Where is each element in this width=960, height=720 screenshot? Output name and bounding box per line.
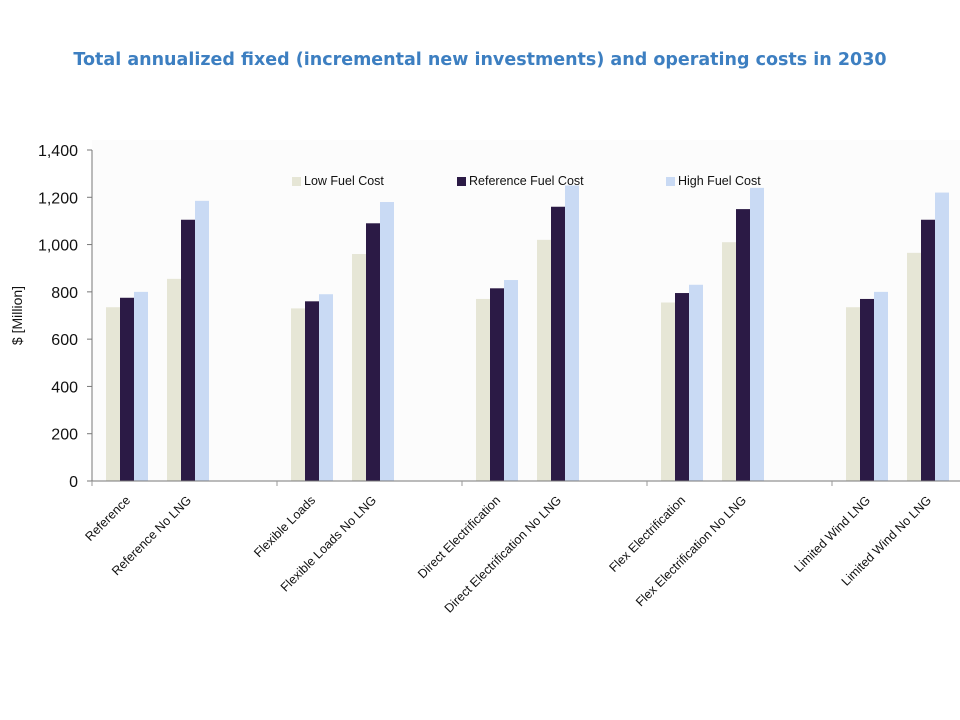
bars-layer <box>106 185 949 482</box>
plot-background <box>92 140 960 481</box>
y-axis-label: $ [Million] <box>9 286 25 345</box>
y-tick-label: 0 <box>69 474 78 491</box>
legend-label: Low Fuel Cost <box>304 174 384 188</box>
bar <box>195 200 209 481</box>
bar <box>305 301 319 481</box>
bar <box>846 307 860 481</box>
bar <box>675 293 689 481</box>
bar <box>476 298 490 481</box>
bar <box>874 291 888 481</box>
y-tick-label: 1,200 <box>38 190 78 207</box>
bar <box>380 202 394 481</box>
bar <box>504 280 518 481</box>
y-tick-label: 1,000 <box>38 238 78 255</box>
bar <box>181 219 195 481</box>
x-tick-label: Reference <box>82 493 133 544</box>
bar <box>551 206 565 481</box>
plot-area <box>92 140 960 481</box>
bar <box>106 307 120 481</box>
y-tick-label: 800 <box>51 285 78 302</box>
x-tick-label: Direct Electrification No LNG <box>442 493 564 615</box>
legend-swatch <box>457 177 466 186</box>
legend-label: High Fuel Cost <box>678 174 761 188</box>
bar <box>352 254 366 481</box>
bar <box>537 239 551 481</box>
y-tick-label: 600 <box>51 332 78 349</box>
bar <box>689 284 703 481</box>
bar <box>750 187 764 482</box>
bar <box>120 297 134 481</box>
y-tick-label: 400 <box>51 379 78 396</box>
bar <box>134 291 148 481</box>
legend-swatch <box>666 177 675 186</box>
bar <box>935 192 949 482</box>
bar <box>736 209 750 481</box>
x-tick-label: Flex Electrification No LNG <box>633 493 749 609</box>
bar <box>167 278 181 481</box>
bar <box>722 242 736 481</box>
y-tick-label: 1,400 <box>38 143 78 160</box>
bar <box>291 308 305 481</box>
bar <box>921 219 935 481</box>
page-title: Total annualized fixed (incremental new … <box>73 50 887 70</box>
legend-label: Reference Fuel Cost <box>469 174 584 188</box>
bar <box>366 223 380 482</box>
legend-swatch <box>292 177 301 186</box>
bar <box>860 298 874 481</box>
bar <box>490 288 504 481</box>
x-tick-label: Flexible Loads <box>251 493 318 560</box>
bar <box>319 294 333 481</box>
bar <box>907 252 921 481</box>
legend: Low Fuel Cost Reference Fuel Cost High Fue… <box>292 174 761 188</box>
bar <box>661 302 675 481</box>
y-tick-label: 200 <box>51 427 78 444</box>
bar <box>565 185 579 481</box>
